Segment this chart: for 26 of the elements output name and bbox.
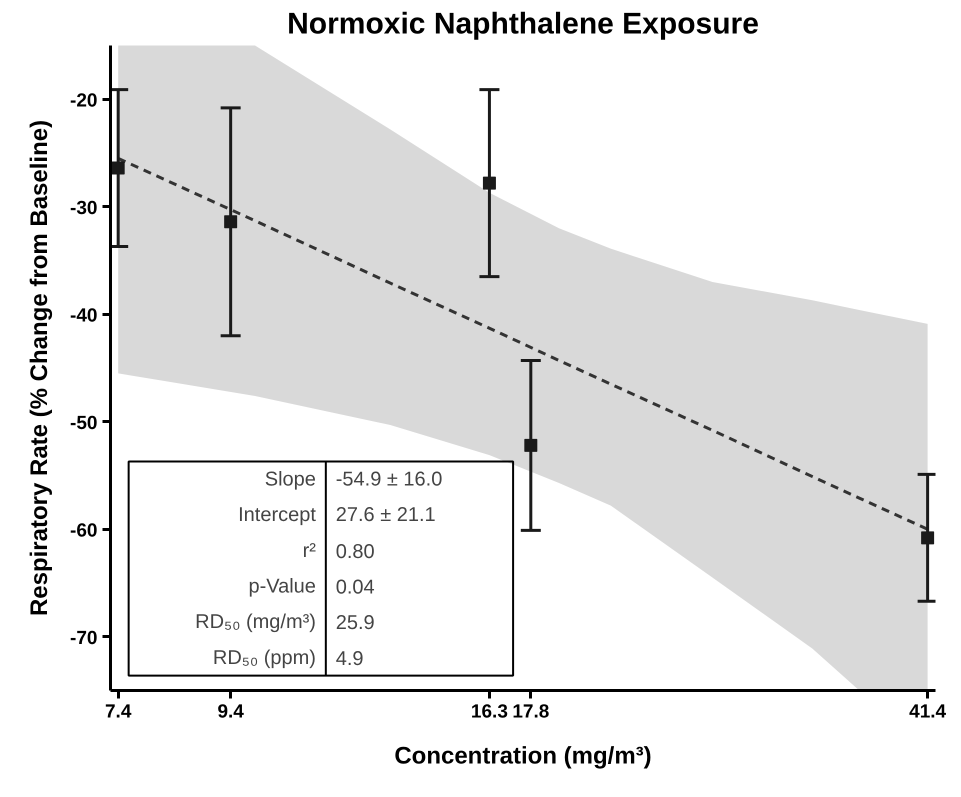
- x-tick-label: 41.4: [909, 702, 947, 722]
- x-tick-label: 7.4: [104, 702, 132, 722]
- annotation: 25.9: [336, 612, 375, 634]
- y-tick-label: -20: [70, 90, 98, 112]
- annotation: 27.6 ± 21.1: [336, 504, 436, 526]
- annotation: r²: [302, 540, 316, 562]
- x-tick-label: 17.8: [512, 702, 550, 722]
- annotation: Slope: [264, 468, 316, 490]
- y-tick-label: -60: [70, 520, 98, 542]
- x-tick-label: 9.4: [217, 702, 244, 722]
- y-tick-label: -30: [70, 198, 98, 219]
- annotation: RD₅₀ (mg/m³): [195, 611, 316, 634]
- chart-title: Normoxic Naphthalene Exposure: [287, 8, 759, 40]
- annotation: Intercept: [238, 504, 316, 526]
- annotation: 4.9: [336, 648, 364, 670]
- annotation: RD₅₀ (ppm): [212, 646, 316, 669]
- y-axis-title: Respiratory Rate (% Change from Baseline): [26, 120, 54, 616]
- y-tick-label: -40: [70, 305, 98, 326]
- annotation: 0.80: [336, 540, 375, 563]
- annotation: 0.04: [336, 576, 375, 598]
- x-tick-label: 16.3: [470, 702, 508, 722]
- y-tick-label: -70: [70, 628, 98, 649]
- y-tick-label: -50: [70, 412, 98, 434]
- annotation: -54.9 ± 16.0: [336, 468, 442, 490]
- x-axis-title: Concentration (mg/m³): [394, 742, 652, 770]
- annotation: p-Value: [248, 575, 316, 598]
